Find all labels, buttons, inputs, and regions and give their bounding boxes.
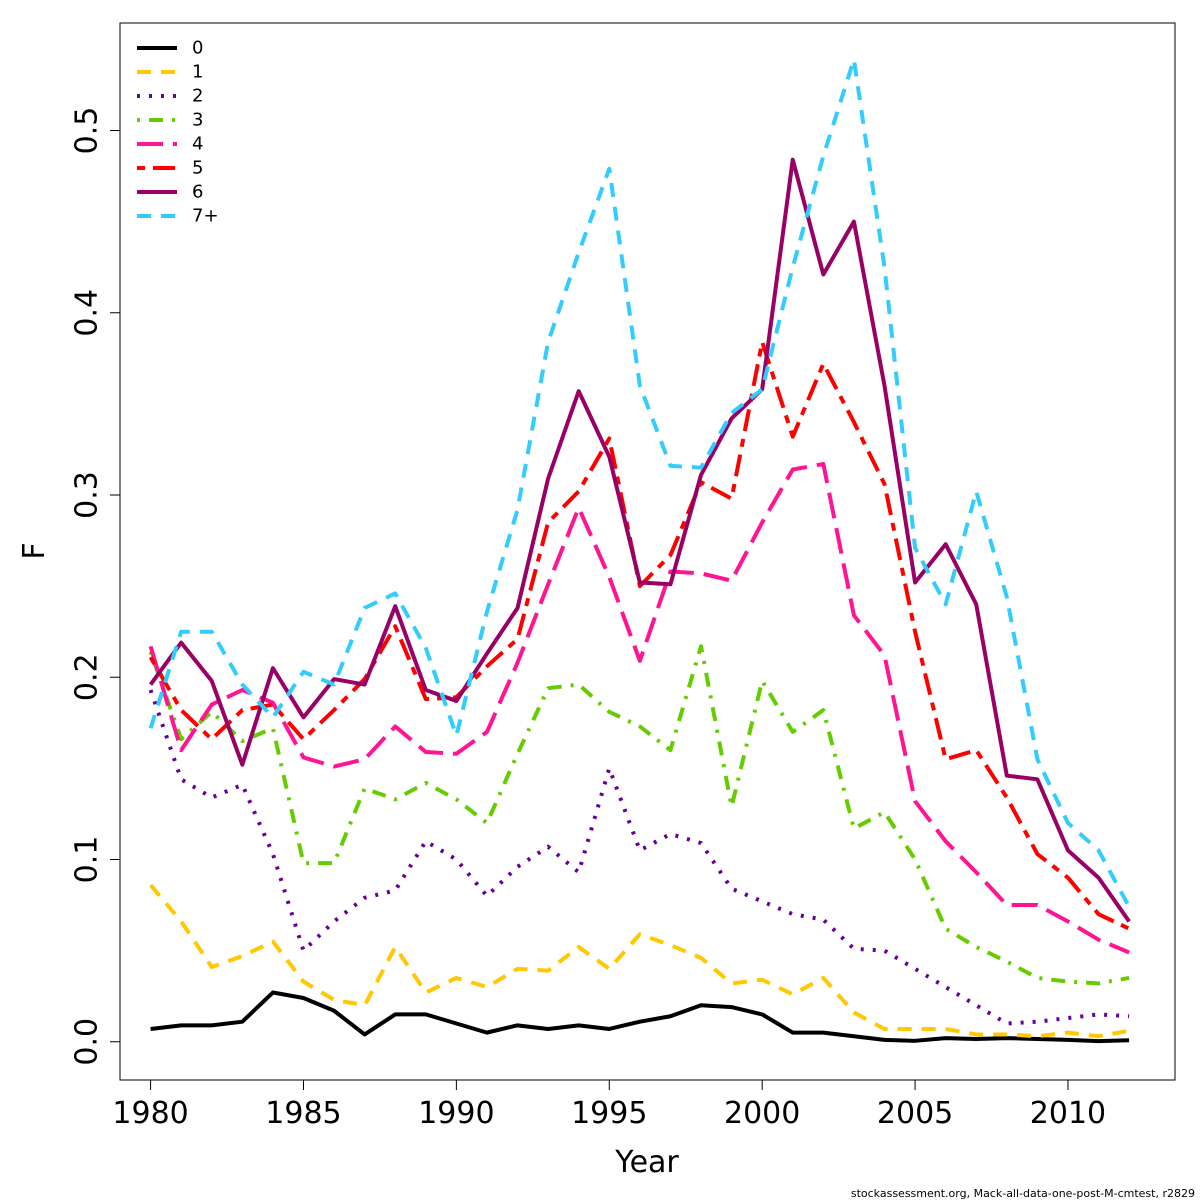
series-line-2 <box>149 883 1130 1039</box>
y-tick-label: 0.4 <box>70 289 105 337</box>
legend-label-5: 4 <box>192 134 203 155</box>
y-axis: 0.0 0.1 0.2 0.3 0.4 0.5 <box>70 107 121 1066</box>
x-tick-label: 1995 <box>571 1096 647 1131</box>
legend-label-4: 3 <box>192 110 203 131</box>
series-line-4 <box>148 644 1130 986</box>
legend-label-2: 1 <box>192 62 203 83</box>
legend: 0 1 2 3 4 5 6 7+ <box>137 38 219 227</box>
legend-label-8: 7+ <box>192 206 219 227</box>
legend-label-6: 5 <box>192 158 203 179</box>
legend-label-3: 2 <box>192 86 203 107</box>
y-tick-label: 0.1 <box>70 836 105 884</box>
x-axis: 1980 1985 1990 1995 2000 2005 2010 <box>112 1079 1106 1131</box>
footer-note: stockassessment.org, Mack-all-data-one-p… <box>851 1187 1195 1200</box>
series-line-1 <box>150 990 1130 1044</box>
x-tick-label: 2005 <box>877 1096 953 1131</box>
x-tick-label: 1980 <box>112 1096 188 1131</box>
plot-frame <box>119 22 1176 1081</box>
series-layer <box>148 57 1131 1044</box>
x-tick-label: 2000 <box>724 1096 800 1131</box>
series-line-5 <box>148 462 1130 955</box>
series-line-8 <box>148 57 1131 908</box>
x-tick-label: 1985 <box>265 1096 341 1131</box>
x-tick-label: 2010 <box>1030 1096 1106 1131</box>
y-tick-label: 0.3 <box>70 471 105 519</box>
y-tick-label: 0.0 <box>70 1018 105 1066</box>
series-line-3 <box>148 689 1130 1026</box>
x-tick-label: 1990 <box>418 1096 494 1131</box>
y-tick-label: 0.5 <box>70 107 105 155</box>
x-axis-title: Year <box>614 1145 679 1180</box>
series-line-7 <box>148 157 1131 923</box>
y-axis-title: F <box>17 542 52 559</box>
series-line-6 <box>148 339 1130 931</box>
legend-label-7: 6 <box>192 182 203 203</box>
y-tick-label: 0.2 <box>70 653 105 701</box>
legend-label-1: 0 <box>192 38 203 59</box>
